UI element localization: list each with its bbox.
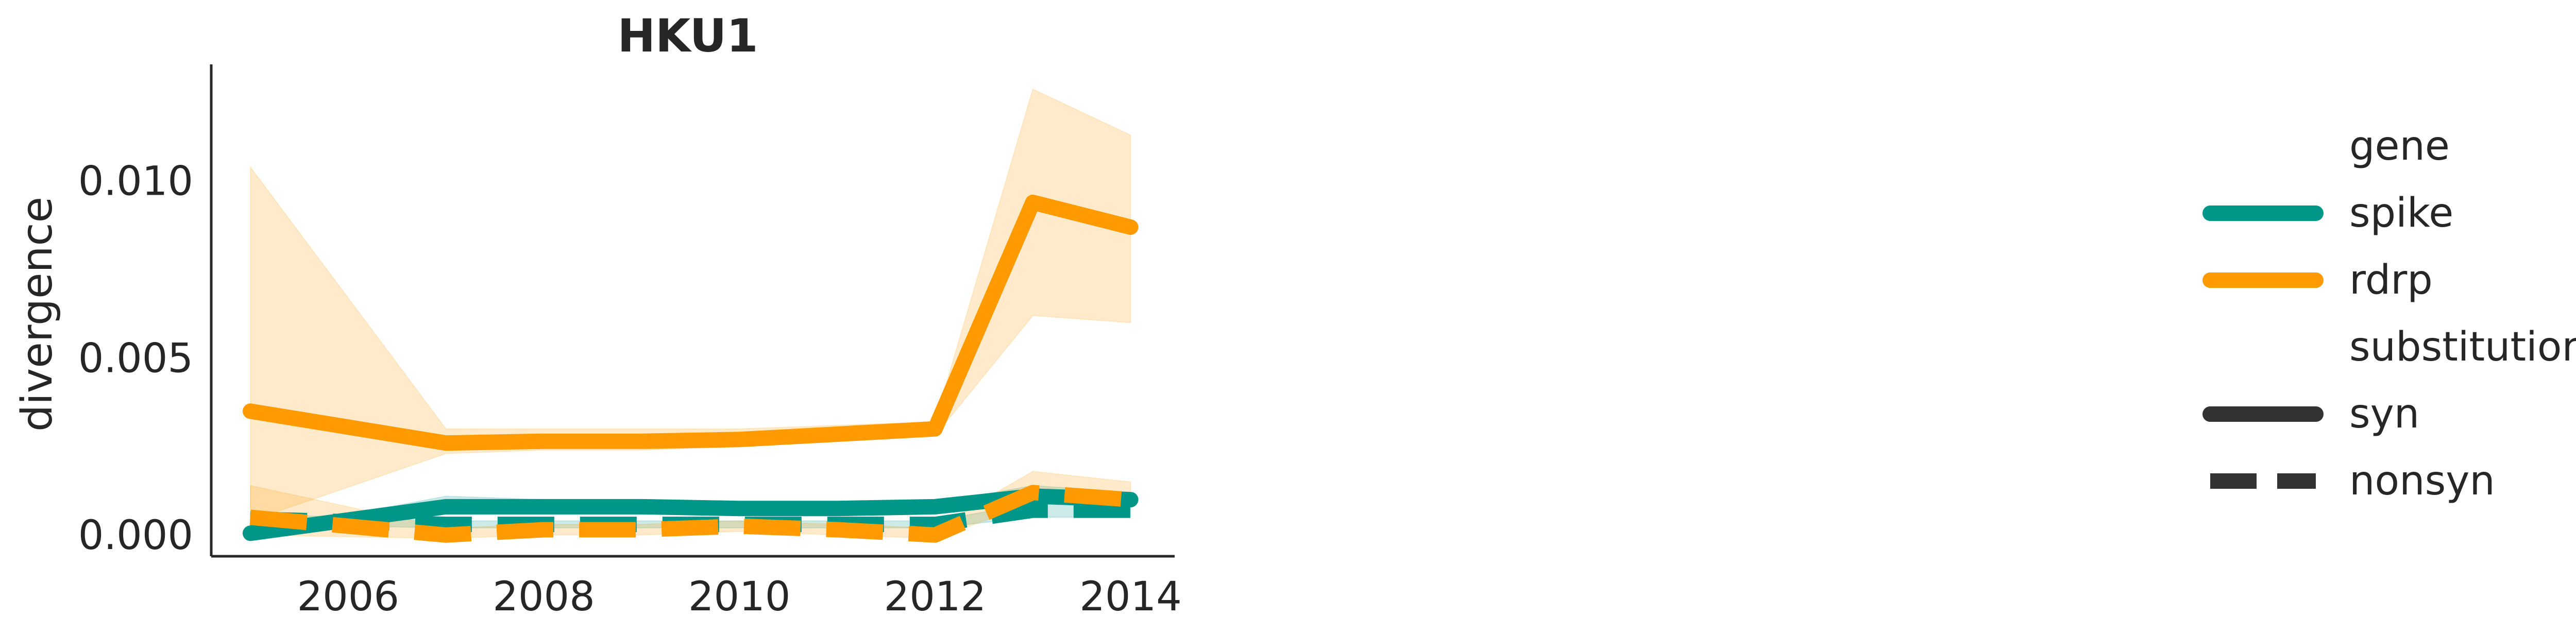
ci-band-rdrp-syn bbox=[249, 88, 1131, 522]
x-tick-label: 2014 bbox=[1079, 574, 1182, 620]
x-tick-label: 2012 bbox=[884, 574, 987, 620]
y-axis-label: divergence bbox=[13, 197, 62, 432]
legend-title-substitution: substitution bbox=[2349, 324, 2576, 370]
legend-label-rdrp: rdrp bbox=[2349, 257, 2433, 303]
x-tick-labels: 2006 2008 2010 2012 2014 bbox=[297, 574, 1182, 620]
chart-title: HKU1 bbox=[618, 9, 758, 62]
legend-label-nonsyn: nonsyn bbox=[2349, 458, 2495, 504]
series-line-rdrp-nonsyn bbox=[249, 485, 1131, 543]
legend-title-gene: gene bbox=[2349, 123, 2450, 169]
series-lines bbox=[242, 194, 1139, 543]
series-line-rdrp-syn bbox=[242, 194, 1139, 451]
x-tick-label: 2008 bbox=[493, 574, 595, 620]
y-tick-label: 0.010 bbox=[78, 159, 193, 205]
legend: gene spike rdrp substitution syn nonsyn bbox=[2202, 123, 2576, 504]
legend-label-spike: spike bbox=[2349, 190, 2453, 236]
y-tick-label: 0.005 bbox=[78, 335, 193, 382]
x-tick-label: 2010 bbox=[688, 574, 791, 620]
y-tick-label: 0.000 bbox=[78, 512, 193, 559]
confidence-bands bbox=[249, 88, 1131, 539]
legend-label-syn: syn bbox=[2349, 391, 2419, 437]
y-tick-labels: 0.000 0.005 0.010 bbox=[78, 159, 193, 559]
x-tick-label: 2006 bbox=[297, 574, 400, 620]
